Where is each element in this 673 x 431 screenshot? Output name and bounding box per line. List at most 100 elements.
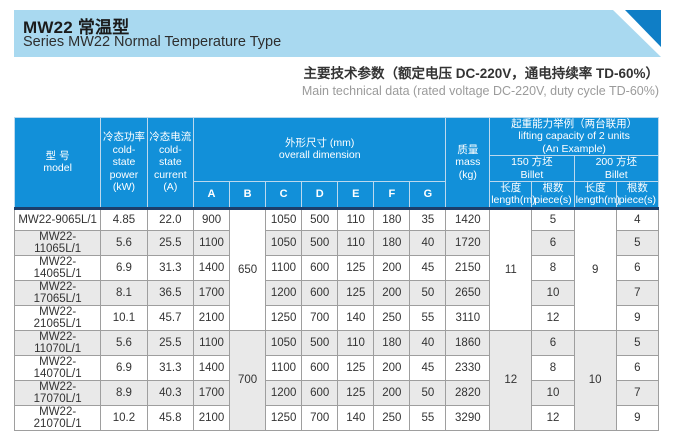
cell-pieces-200: 5 [615,329,660,356]
table-row: MW22-17065L/1 8.1 36.5 1700 1200 600 125… [13,279,660,306]
cell-dim-c: 1050 [265,207,303,231]
cell-power: 8.9 [100,379,148,406]
cell-current: 22.0 [146,207,195,231]
col-header-pieces-150: 根数 piece(s) [531,180,575,210]
table-row: MW22-17070L/1 8.9 40.3 1700 1200 600 125… [13,379,660,406]
cell-pieces-150: 10 [531,279,575,306]
cell-dim-d: 700 [301,304,339,331]
cell-model: MW22-21070L/1 [13,404,102,431]
cell-dim-a: 1100 [192,229,231,256]
cell-power: 8.1 [100,279,148,306]
cell-pieces-200: 6 [615,354,660,381]
col-header-dim-d: D [301,180,339,210]
col-header-dim-b: B [229,180,267,210]
cell-dim-f: 250 [373,304,411,331]
cell-mass: 3290 [445,404,491,431]
cell-mass: 2820 [445,379,491,406]
cell-dim-f: 180 [373,207,411,231]
cell-dim-d: 600 [301,279,339,306]
cell-dim-d: 600 [301,354,339,381]
cell-dim-d: 500 [301,229,339,256]
table-row: MW22-21065L/1 10.1 45.7 2100 1250 700 14… [13,304,660,331]
cell-length-200-merged: 10 [573,329,617,431]
cell-pieces-150: 6 [531,229,575,256]
cell-model: MW22-9065L/1 [13,207,102,231]
cell-dim-d: 700 [301,404,339,431]
cell-dim-g: 45 [409,354,447,381]
cell-pieces-150: 12 [531,304,575,331]
cell-pieces-150: 10 [531,379,575,406]
cell-pieces-150: 5 [531,207,575,231]
cell-dim-e: 125 [337,254,375,281]
cell-power: 10.2 [100,404,148,431]
cell-length-150-merged: 12 [489,329,533,431]
cell-dim-g: 35 [409,207,447,231]
cell-dim-e: 125 [337,354,375,381]
cell-dim-a: 1700 [192,379,231,406]
cell-model: MW22-11070L/1 [13,329,102,356]
cell-current: 45.7 [146,304,195,331]
cell-pieces-150: 12 [531,404,575,431]
intro-line-zh: 主要技术参数（额定电压 DC-220V，通电持续率 TD-60%） [303,66,659,81]
cell-dim-d: 600 [301,254,339,281]
cell-dim-e: 125 [337,379,375,406]
cell-dim-c: 1050 [265,329,303,356]
cell-pieces-200: 6 [615,254,660,281]
cell-dim-a: 1100 [192,329,231,356]
cell-current: 31.3 [146,354,195,381]
table-row: MW22-11070L/1 5.6 25.5 1100 700 1050 500… [13,329,660,431]
cell-length-150-merged: 11 [489,207,533,331]
banner-background [14,10,661,57]
cell-current: 36.5 [146,279,195,306]
cell-model: MW22-17070L/1 [13,379,102,406]
product-series-title: MW22 常温型 [23,18,130,37]
cell-dim-f: 180 [373,329,411,356]
cell-current: 25.5 [146,229,195,256]
cell-dim-g: 55 [409,304,447,331]
cell-current: 31.3 [146,254,195,281]
cell-current: 25.5 [146,329,195,356]
cell-dim-f: 180 [373,229,411,256]
cell-mass: 3110 [445,304,491,331]
cell-power: 6.9 [100,254,148,281]
cell-dim-g: 50 [409,379,447,406]
cell-dim-e: 110 [337,329,375,356]
cell-mass: 1720 [445,229,491,256]
spec-table: 型 号 model 冷态功率 cold-state power (kW) 冷态电… [13,116,660,431]
cell-pieces-200: 9 [615,304,660,331]
cell-pieces-200: 4 [615,207,660,231]
cell-dim-e: 110 [337,229,375,256]
cell-model: MW22-14065L/1 [13,254,102,281]
cell-dim-g: 45 [409,254,447,281]
cell-pieces-150: 8 [531,354,575,381]
cell-dim-g: 40 [409,329,447,356]
cell-model: MW22-11065L/1 [13,229,102,256]
cell-dim-a: 2100 [192,304,231,331]
table-row: MW22-11065L/1 5.6 25.5 1100 1050 500 110… [13,229,660,256]
cell-pieces-150: 8 [531,254,575,281]
col-header-dim-g: G [409,180,447,210]
cell-dim-g: 50 [409,279,447,306]
cell-dim-c: 1100 [265,254,303,281]
cell-pieces-200: 7 [615,379,660,406]
cell-dim-a: 1400 [192,354,231,381]
cell-dim-a: 1400 [192,254,231,281]
col-header-current: 冷态电流 cold-state current (A) [146,117,195,210]
col-header-length-200: 长度 length(m) [573,180,620,210]
cell-dim-a: 1700 [192,279,231,306]
cell-dim-g: 55 [409,404,447,431]
cell-dim-b-merged: 700 [229,329,267,431]
cell-mass: 1860 [445,329,491,356]
col-header-billet-200: 200 方坯 Billet [573,155,660,182]
cell-current: 45.8 [146,404,195,431]
cell-dim-f: 200 [373,254,411,281]
cell-dim-c: 1200 [265,379,303,406]
section-intro: 主要技术参数（额定电压 DC-220V，通电持续率 TD-60%） Main t… [302,62,659,98]
cell-model: MW22-21065L/1 [13,304,102,331]
col-header-billet-150: 150 方坯 Billet [489,155,575,182]
cell-dim-d: 600 [301,379,339,406]
cell-pieces-150: 6 [531,329,575,356]
cell-length-200-merged: 9 [573,207,617,331]
cell-dim-c: 1100 [265,354,303,381]
cell-dim-e: 140 [337,304,375,331]
